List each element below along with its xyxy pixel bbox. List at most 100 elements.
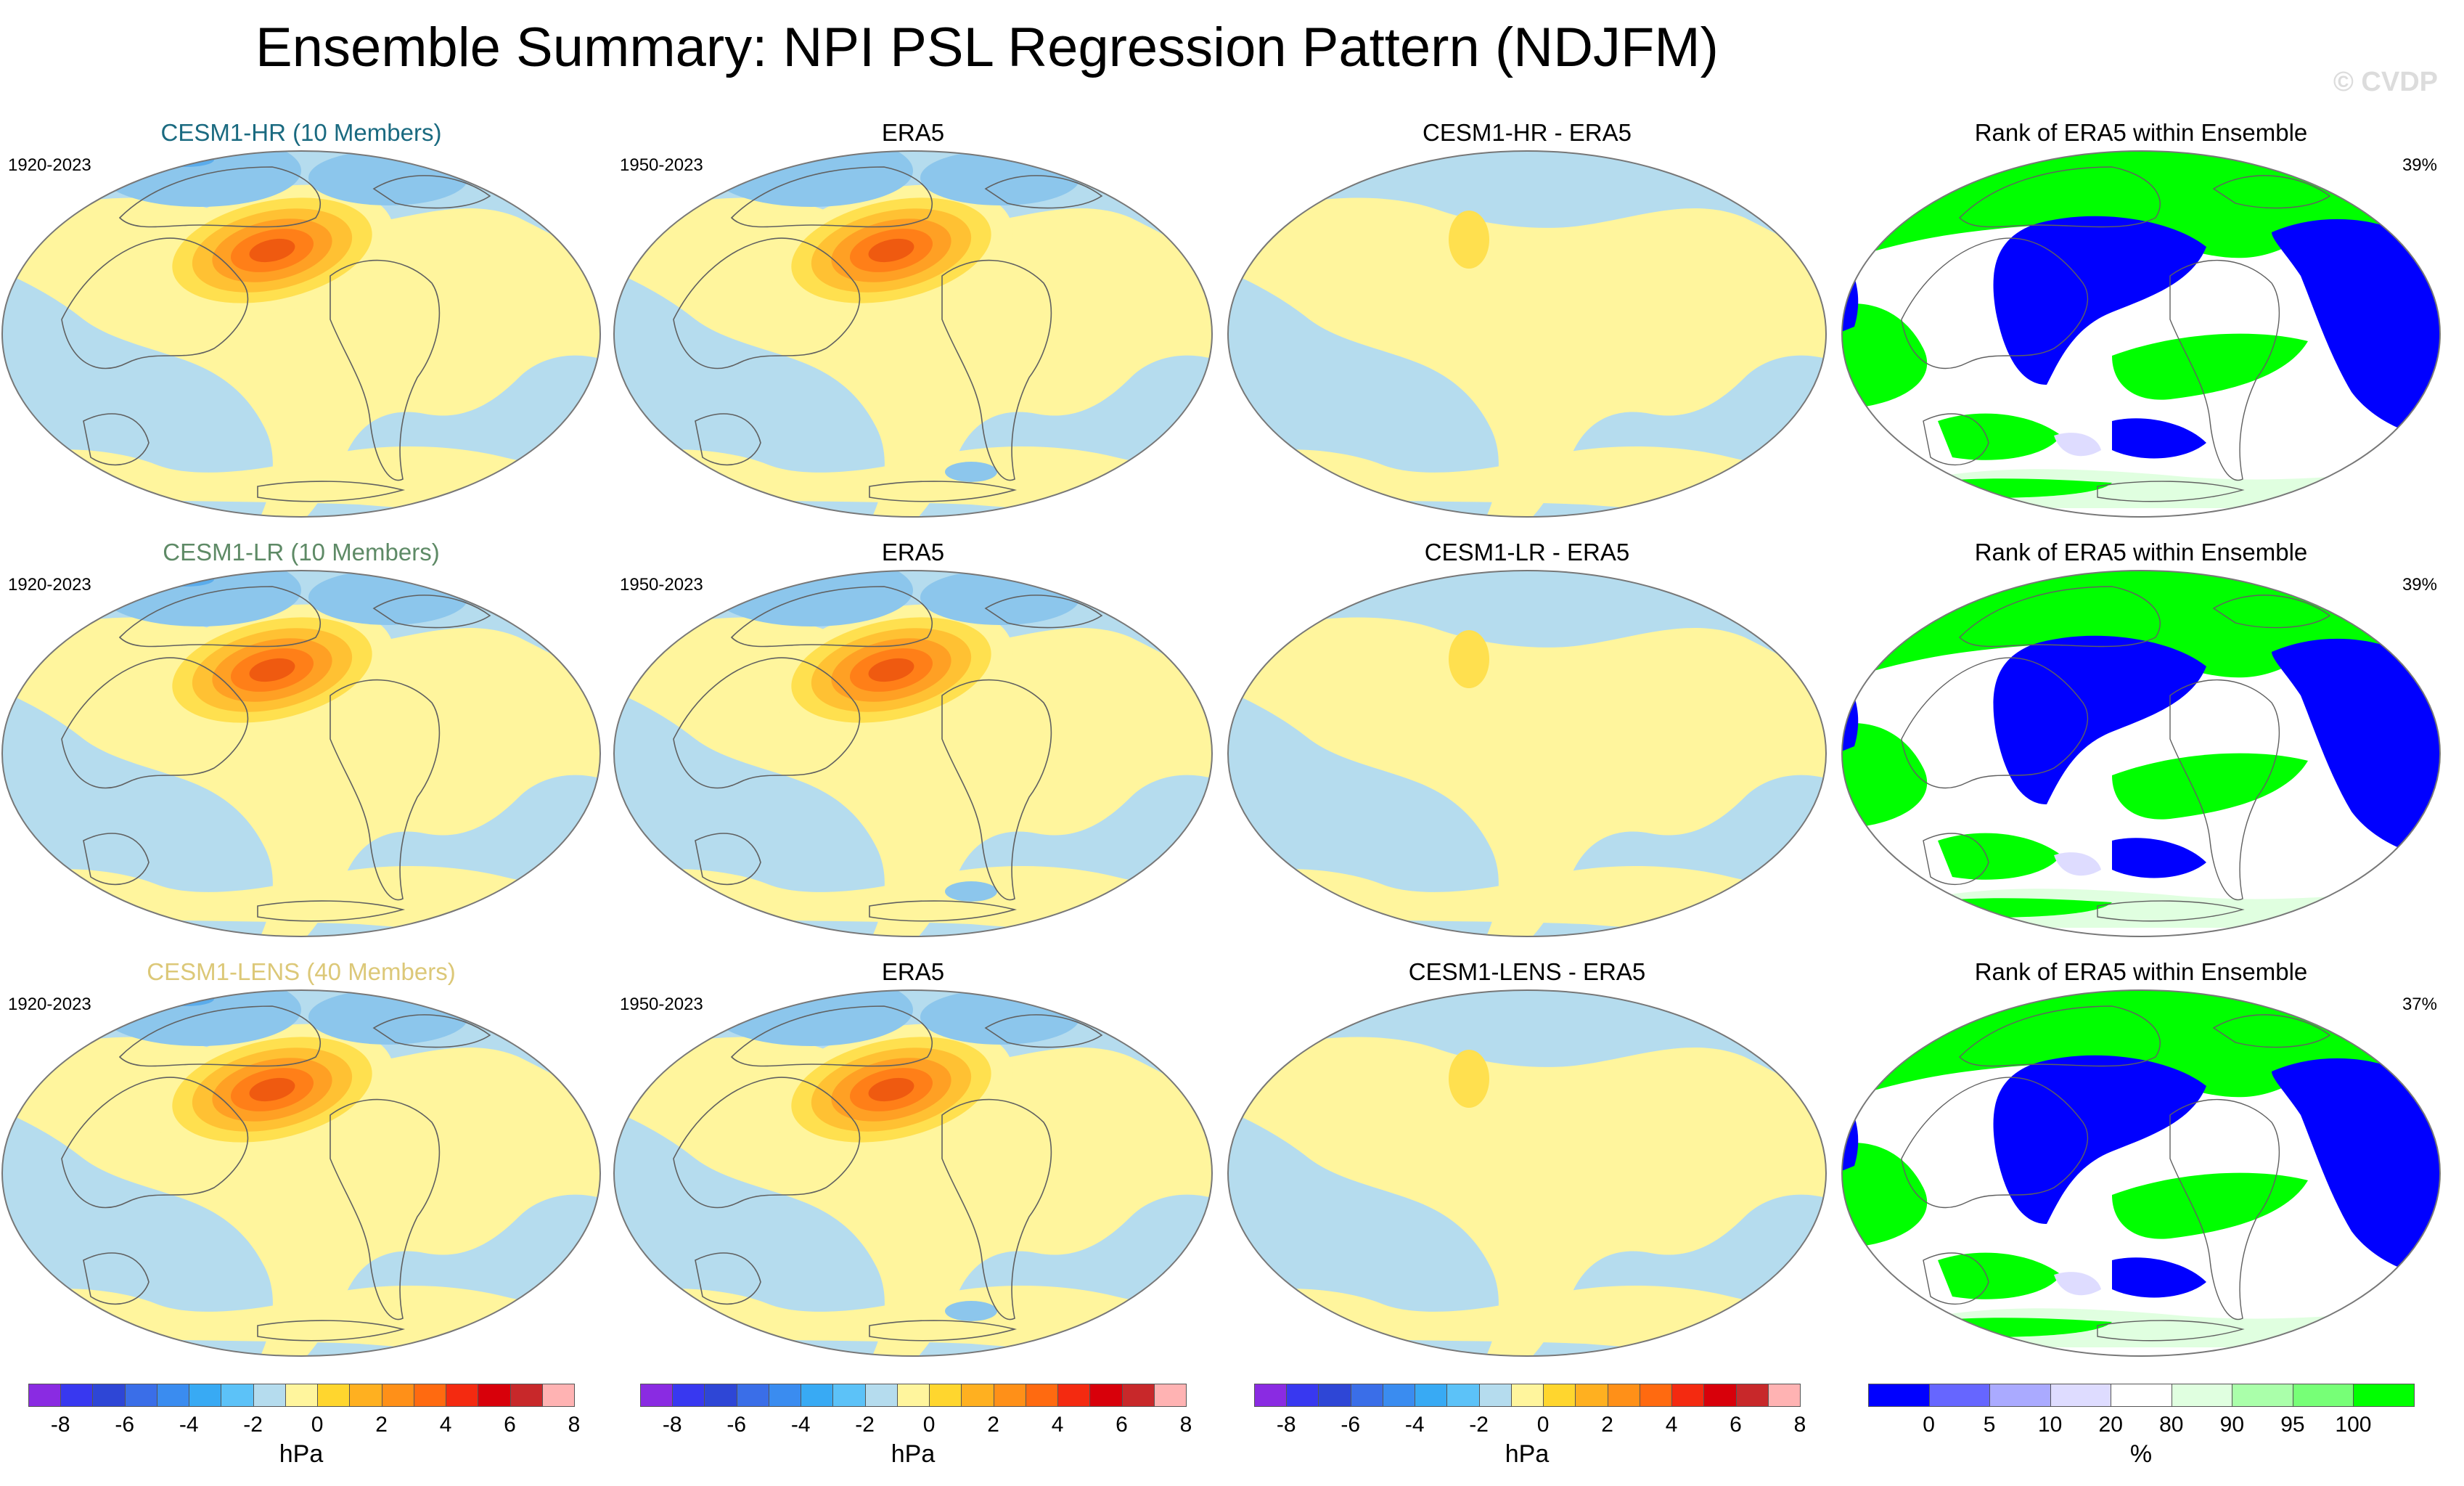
coastline-3 bbox=[695, 1252, 761, 1305]
coastline-3 bbox=[83, 833, 150, 886]
colorbar-swatch bbox=[1057, 1384, 1091, 1407]
colorbar-swatch bbox=[221, 1384, 254, 1407]
colorbar-swatch bbox=[28, 1384, 62, 1407]
colorbar-tick-label: 2 bbox=[1601, 1413, 1613, 1437]
colorbar-swatch bbox=[640, 1384, 674, 1407]
positive-anomaly-region bbox=[1228, 197, 1826, 517]
coastline-1 bbox=[1959, 166, 2161, 228]
colorbar-swatch bbox=[1639, 1384, 1673, 1407]
coastline-0 bbox=[673, 237, 861, 370]
map-outline bbox=[1, 150, 601, 518]
colorbar-tick-label: 8 bbox=[1793, 1413, 1806, 1437]
colorbar-tick-label: -6 bbox=[1341, 1413, 1361, 1437]
panel-title-model-1: CESM1-LR (10 Members) bbox=[163, 539, 440, 566]
panel-period-obs-0: 1950-2023 bbox=[620, 155, 703, 175]
coastline-0 bbox=[1901, 1077, 2089, 1209]
colorbar-swatch bbox=[156, 1384, 190, 1407]
coastline-2 bbox=[941, 259, 1052, 481]
colorbar-swatch bbox=[509, 1384, 543, 1407]
colorbar-swatch bbox=[381, 1384, 414, 1407]
colorbar-tick-label: 100 bbox=[2335, 1413, 2372, 1437]
colorbar-tick-label: 4 bbox=[1051, 1413, 1064, 1437]
coastline-3 bbox=[1923, 1252, 1989, 1305]
map-diff-0 bbox=[1227, 150, 1827, 518]
colorbar-swatch bbox=[446, 1384, 479, 1407]
map-outline bbox=[1841, 570, 2441, 937]
colorbar-unit: hPa bbox=[279, 1440, 324, 1468]
positive-anomaly-region bbox=[614, 617, 1212, 936]
coastline-0 bbox=[1901, 237, 2089, 370]
colorbar-tick-label: 90 bbox=[2219, 1413, 2245, 1437]
map-outline bbox=[1841, 150, 2441, 518]
rank-lavender-south bbox=[2054, 852, 2101, 876]
map-model-1 bbox=[1, 570, 601, 937]
panel-title-rank-2: Rank of ERA5 within Ensemble bbox=[1974, 958, 2308, 985]
coastline-5 bbox=[869, 481, 1018, 502]
coastline-4 bbox=[372, 595, 491, 629]
coastline-2 bbox=[941, 1098, 1052, 1320]
map-outline bbox=[1227, 989, 1827, 1357]
colorbar-psl-0: -8 -6 -4 -2 0 2 4 6 8 hPa bbox=[28, 1384, 580, 1485]
colorbar-swatch bbox=[2111, 1384, 2172, 1407]
map-obs-0 bbox=[613, 150, 1213, 518]
colorbar-tick-label: 20 bbox=[2098, 1413, 2123, 1437]
panel-period-model-0: 1920-2023 bbox=[8, 155, 91, 175]
coastline-5 bbox=[257, 481, 406, 502]
colorbar-swatch bbox=[864, 1384, 898, 1407]
rank-low-atlantic bbox=[2272, 638, 2440, 862]
panel-title-model-0: CESM1-HR (10 Members) bbox=[160, 119, 442, 146]
colorbar-swatch bbox=[1153, 1384, 1187, 1407]
colorbar-swatch bbox=[1446, 1384, 1480, 1407]
colorbar-swatch bbox=[1025, 1384, 1059, 1407]
aleutian-anomaly-contour-5 bbox=[868, 1077, 914, 1102]
colorbar-swatch bbox=[1254, 1384, 1288, 1407]
coastline-4 bbox=[984, 1014, 1103, 1048]
rank-high-southwest bbox=[1938, 1252, 2061, 1299]
colorbar-tick-label: 6 bbox=[504, 1413, 516, 1437]
difference-high-center bbox=[1449, 630, 1489, 688]
rank-low-south bbox=[2112, 1257, 2206, 1298]
colorbar-tick-label: 0 bbox=[1923, 1413, 1935, 1437]
map-outline bbox=[613, 570, 1213, 937]
colorbar-swatch bbox=[1607, 1384, 1640, 1407]
panel-period-obs-2: 1950-2023 bbox=[620, 995, 703, 1014]
colorbar-swatch bbox=[1735, 1384, 1769, 1407]
aleutian-anomaly-contour-5 bbox=[868, 658, 914, 682]
colorbar-tick-label: -2 bbox=[855, 1413, 875, 1437]
positive-anomaly-region bbox=[1228, 1037, 1826, 1356]
colorbar-swatch bbox=[896, 1384, 930, 1407]
colorbar-tick-label: 2 bbox=[375, 1413, 388, 1437]
colorbar-tick-label: -4 bbox=[1404, 1413, 1425, 1437]
positive-anomaly-region bbox=[614, 1037, 1212, 1356]
map-outline bbox=[613, 150, 1213, 518]
coastline-5 bbox=[2097, 481, 2245, 502]
colorbar-tick-label: 5 bbox=[1983, 1413, 1996, 1437]
coastline-1 bbox=[730, 1005, 933, 1067]
colorbar-swatch bbox=[1868, 1384, 1930, 1407]
panel-title-diff-0: CESM1-HR - ERA5 bbox=[1423, 119, 1632, 146]
rank-high-southwest bbox=[1938, 413, 2061, 460]
aleutian-anomaly-contour-5 bbox=[249, 658, 295, 682]
colorbar-tick-label: 2 bbox=[987, 1413, 999, 1437]
colorbar-swatch bbox=[189, 1384, 222, 1407]
coastline-5 bbox=[257, 1320, 406, 1342]
colorbar-tick-label: -2 bbox=[243, 1413, 263, 1437]
map-outline bbox=[1227, 150, 1827, 518]
map-obs-2 bbox=[613, 989, 1213, 1357]
coastline-0 bbox=[61, 237, 249, 370]
rank-low-pacific bbox=[1993, 635, 2206, 804]
coastline-4 bbox=[2212, 175, 2331, 209]
coastline-1 bbox=[1959, 586, 2161, 648]
colorbar-swatch bbox=[832, 1384, 866, 1407]
colorbar-swatch bbox=[124, 1384, 157, 1407]
coastline-3 bbox=[83, 413, 150, 466]
rank-low-pacific bbox=[1993, 1055, 2206, 1224]
rank-low-pacific bbox=[1993, 216, 2206, 385]
colorbar-swatch bbox=[801, 1384, 834, 1407]
map-rank-2 bbox=[1841, 989, 2441, 1357]
coastline-2 bbox=[330, 679, 441, 901]
map-model-0 bbox=[1, 150, 601, 518]
colorbar-tick-label: -4 bbox=[179, 1413, 199, 1437]
positive-anomaly-region bbox=[2, 1037, 600, 1356]
coastline-2 bbox=[330, 1098, 441, 1320]
